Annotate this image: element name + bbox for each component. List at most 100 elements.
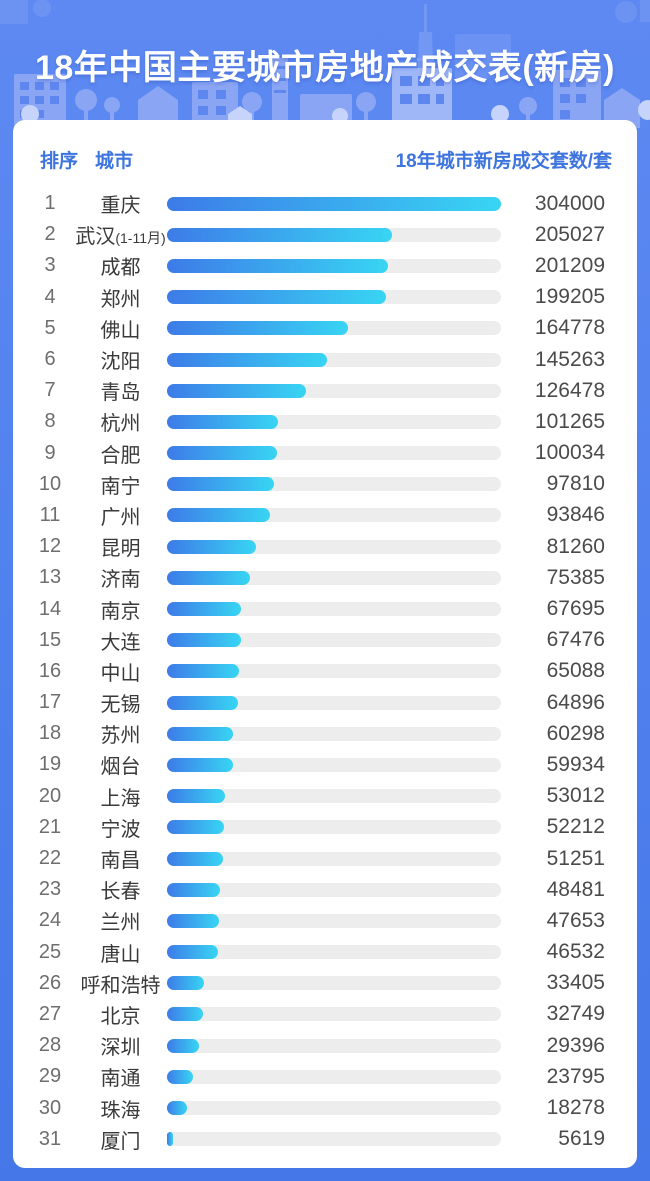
value-cell: 126478 xyxy=(534,378,605,402)
value-cell: 100034 xyxy=(534,441,605,465)
bar-track xyxy=(167,383,501,398)
bar-fill xyxy=(167,477,275,492)
city-cell: 南宁 xyxy=(74,470,167,499)
rank-cell: 21 xyxy=(38,815,62,838)
bar-track xyxy=(167,1132,501,1147)
city-name: 深圳 xyxy=(100,1037,141,1060)
table-row: 28 深圳 29396 xyxy=(13,1030,637,1061)
value-cell: 101265 xyxy=(534,409,605,433)
value-cell: 93846 xyxy=(546,503,605,527)
bar-fill xyxy=(167,757,233,772)
value-cell: 60298 xyxy=(546,721,605,745)
bar-fill xyxy=(167,664,239,679)
value-cell: 23795 xyxy=(546,1064,605,1088)
city-name: 长春 xyxy=(100,881,141,904)
city-name: 唐山 xyxy=(100,943,141,966)
column-header-rank: 排序 xyxy=(40,151,79,172)
value-cell: 47653 xyxy=(546,908,605,932)
rank-cell: 23 xyxy=(38,878,62,901)
table-row: 17 无锡 64896 xyxy=(13,687,637,718)
bar-track xyxy=(167,1007,501,1022)
value-cell: 48481 xyxy=(546,877,605,901)
table-row: 18 苏州 60298 xyxy=(13,718,637,749)
value-cell: 164778 xyxy=(534,316,605,340)
bar-fill xyxy=(167,1101,188,1116)
bar-fill xyxy=(167,383,306,398)
rank-cell: 4 xyxy=(44,285,56,308)
table-row: 12 昆明 81260 xyxy=(13,531,637,562)
bar-fill xyxy=(167,1007,203,1022)
city-note: (1-11月) xyxy=(115,230,166,247)
city-cell: 北京 xyxy=(74,1000,167,1029)
value-cell: 52212 xyxy=(546,815,605,839)
bar-fill xyxy=(167,1038,200,1053)
table-row: 21 宁波 52212 xyxy=(13,812,637,843)
bar-track xyxy=(167,695,501,710)
bar-fill xyxy=(167,726,234,741)
city-cell: 成都 xyxy=(74,251,167,280)
city-name: 郑州 xyxy=(100,288,141,311)
bar-fill xyxy=(167,1132,174,1147)
bar-fill xyxy=(167,976,204,991)
bar-fill xyxy=(167,321,349,336)
city-name: 中山 xyxy=(100,662,141,685)
city-name: 广州 xyxy=(100,506,141,529)
bar-track xyxy=(167,570,501,585)
table-header-row: 排序 城市 18年城市新房成交套数/套 xyxy=(13,120,637,173)
bar-track xyxy=(167,414,501,429)
value-cell: 201209 xyxy=(534,253,605,277)
bar-track xyxy=(167,258,501,273)
city-cell: 昆明 xyxy=(74,532,167,561)
rank-cell: 28 xyxy=(38,1034,62,1057)
value-cell: 145263 xyxy=(534,347,605,371)
city-cell: 武汉 (1-11月) xyxy=(74,220,167,249)
bar-fill xyxy=(167,414,279,429)
table-row: 7 青岛 126478 xyxy=(13,375,637,406)
city-cell: 济南 xyxy=(74,563,167,592)
city-name: 杭州 xyxy=(100,413,141,436)
bar-fill xyxy=(167,570,250,585)
column-header-city: 城市 xyxy=(95,151,134,172)
city-cell: 南昌 xyxy=(74,844,167,873)
bar-track xyxy=(167,757,501,772)
value-cell: 33405 xyxy=(546,971,605,995)
value-cell: 59934 xyxy=(546,752,605,776)
rank-cell: 1 xyxy=(44,192,56,215)
bar-track xyxy=(167,851,501,866)
bar-track xyxy=(167,726,501,741)
table-row: 10 南宁 97810 xyxy=(13,469,637,500)
bar-track xyxy=(167,1101,501,1116)
bar-fill xyxy=(167,851,224,866)
bar-fill xyxy=(167,539,257,554)
table-row: 15 大连 67476 xyxy=(13,625,637,656)
page-title: 18年中国主要城市房地产成交表(新房) xyxy=(35,49,615,87)
city-cell: 南京 xyxy=(74,595,167,624)
value-cell: 65088 xyxy=(546,659,605,683)
table-row: 6 沈阳 145263 xyxy=(13,344,637,375)
city-name: 大连 xyxy=(100,631,141,654)
value-cell: 304000 xyxy=(534,191,605,215)
table-row: 23 长春 48481 xyxy=(13,874,637,905)
value-cell: 53012 xyxy=(546,784,605,808)
city-cell: 深圳 xyxy=(74,1031,167,1060)
bar-fill xyxy=(167,227,393,242)
table-row: 24 兰州 47653 xyxy=(13,905,637,936)
bar-fill xyxy=(167,258,389,273)
city-cell: 珠海 xyxy=(74,1094,167,1123)
city-cell: 唐山 xyxy=(74,938,167,967)
table-row: 14 南京 67695 xyxy=(13,593,637,624)
rank-cell: 11 xyxy=(39,503,61,526)
city-cell: 杭州 xyxy=(74,407,167,436)
city-name: 南昌 xyxy=(100,850,141,873)
bar-fill xyxy=(167,945,219,960)
bar-track xyxy=(167,508,501,523)
rank-cell: 9 xyxy=(44,441,56,464)
bar-track xyxy=(167,664,501,679)
bar-fill xyxy=(167,820,225,835)
table-row: 27 北京 32749 xyxy=(13,999,637,1030)
city-cell: 烟台 xyxy=(74,750,167,779)
rank-cell: 7 xyxy=(44,379,56,402)
table-row: 31 厦门 5619 xyxy=(13,1124,637,1155)
value-cell: 75385 xyxy=(546,565,605,589)
bar-track xyxy=(167,976,501,991)
